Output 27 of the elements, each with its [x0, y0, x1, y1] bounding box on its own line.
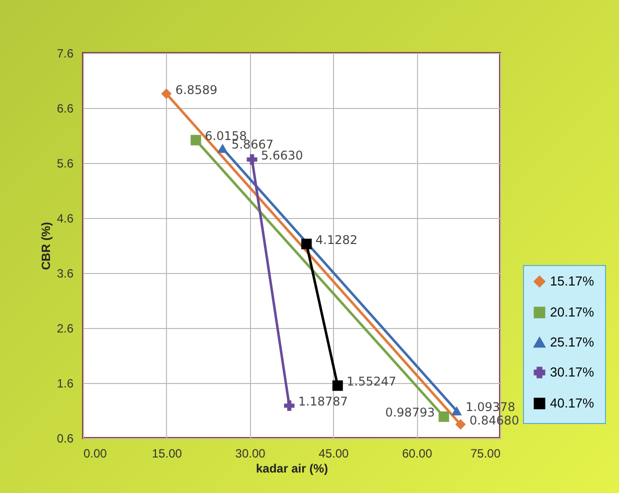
x-tick-label: 0.00 — [84, 446, 108, 460]
legend-label: 15.17% — [550, 274, 595, 288]
x-tick-label: 75.00 — [470, 446, 501, 460]
x-tick-label: 15.00 — [152, 446, 182, 460]
data-label: 1.55247 — [346, 374, 396, 389]
y-tick-label: 1.6 — [56, 376, 74, 390]
y-tick-label: 3.6 — [56, 266, 74, 280]
y-axis-title: CBR (%) — [38, 222, 53, 270]
legend-label: 40.17% — [550, 396, 595, 410]
x-tick-label: 60.00 — [402, 446, 432, 460]
data-label: 4.1282 — [316, 232, 358, 247]
legend-label: 20.17% — [550, 304, 595, 320]
data-label: 0.98793 — [385, 406, 435, 420]
y-tick-label: 0.6 — [56, 432, 74, 446]
y-tick-label: 7.6 — [56, 46, 74, 60]
y-tick-label: 2.6 — [56, 322, 74, 336]
y-tick-label: 4.6 — [56, 212, 74, 226]
x-tick-label: 45.00 — [318, 446, 350, 460]
legend-label: 30.17% — [550, 364, 595, 380]
data-label: 6.8589 — [175, 82, 218, 97]
x-axis-title: kadar air (%) — [256, 462, 328, 476]
data-label: 5.6630 — [261, 148, 304, 163]
x-tick-label: 30.00 — [235, 446, 266, 460]
y-tick-label: 6.6 — [56, 102, 74, 116]
y-tick-label: 5.6 — [56, 156, 74, 170]
legend-label: 25.17% — [550, 334, 595, 350]
data-label: 1.18787 — [298, 394, 348, 409]
